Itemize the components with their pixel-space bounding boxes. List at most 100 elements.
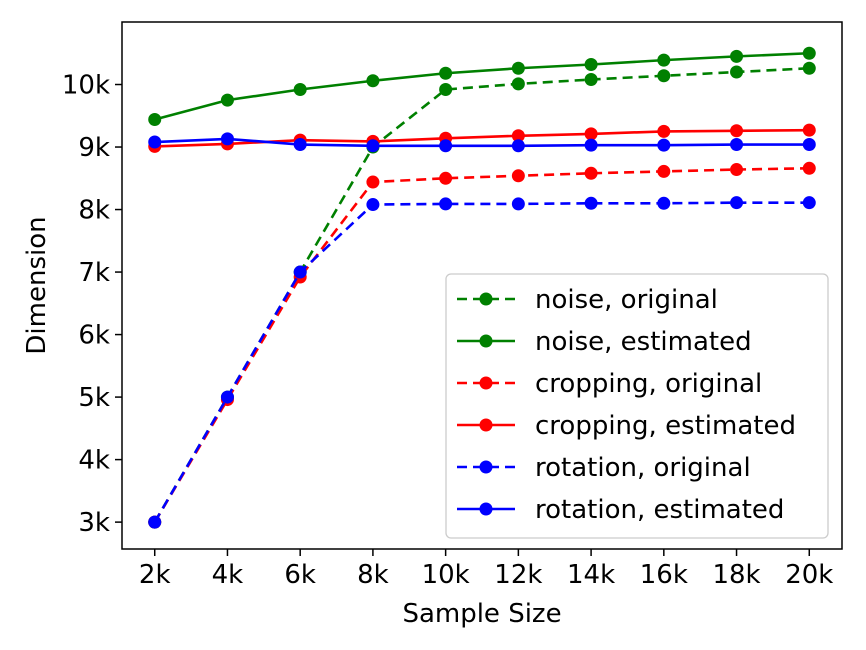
legend-marker (479, 292, 493, 306)
data-point (366, 139, 380, 153)
data-point (584, 138, 598, 152)
data-point (511, 61, 525, 75)
legend-item: rotation, original (457, 453, 751, 483)
data-point (220, 132, 234, 146)
x-tick-label: 4k (212, 560, 244, 590)
data-point (730, 124, 744, 138)
data-point (802, 138, 816, 152)
legend-item: noise, estimated (457, 327, 752, 357)
legend-item: cropping, original (457, 369, 762, 399)
x-tick-label: 16k (640, 560, 688, 590)
data-point (657, 69, 671, 83)
data-point (439, 171, 453, 185)
axes-frame (121, 21, 843, 550)
data-point (439, 139, 453, 153)
legend-item: cropping, estimated (457, 411, 796, 441)
data-point (293, 83, 307, 97)
x-tick-label: 8k (357, 560, 389, 590)
data-point (802, 161, 816, 175)
series-rotation-original (148, 196, 816, 529)
legend-item: noise, original (457, 285, 718, 315)
x-tick-label: 18k (712, 560, 760, 590)
data-point (366, 198, 380, 212)
data-point (730, 49, 744, 63)
data-point (730, 196, 744, 210)
y-tick-label: 4k (78, 446, 110, 476)
data-point (511, 129, 525, 143)
data-point (439, 197, 453, 211)
data-point (148, 135, 162, 149)
y-tick-label: 9k (78, 133, 110, 163)
legend-marker (479, 460, 493, 474)
legend-label: cropping, original (535, 369, 762, 399)
data-point (366, 175, 380, 189)
data-point (366, 74, 380, 88)
data-point (730, 163, 744, 177)
data-point (657, 124, 671, 138)
data-point (511, 197, 525, 211)
x-tick-label: 14k (567, 560, 615, 590)
data-point (584, 196, 598, 210)
series-noise-estimated (148, 46, 816, 127)
data-point (730, 138, 744, 152)
y-tick-label: 10k (62, 71, 110, 101)
legend-marker (479, 334, 493, 348)
x-tick-label: 10k (422, 560, 470, 590)
legend-label: rotation, original (535, 453, 751, 483)
series-line (154, 51, 810, 121)
y-tick-label: 3k (78, 508, 110, 538)
series-line (153, 201, 810, 523)
data-point (802, 61, 816, 75)
data-point (657, 138, 671, 152)
data-point (511, 77, 525, 91)
legend-label: cropping, estimated (535, 411, 796, 441)
x-tick-label: 12k (494, 560, 542, 590)
data-point (802, 123, 816, 137)
x-axis-label: Sample Size (402, 599, 561, 629)
legend-marker (479, 376, 493, 390)
y-axis-label: Dimension (22, 216, 52, 354)
y-tick-label: 7k (78, 258, 110, 288)
data-point (511, 169, 525, 183)
legend-marker (479, 502, 493, 516)
x-axis: 2k 4k 6k 8k 10k 12k 14k 16k 18k 20k (139, 549, 833, 590)
x-tick-label: 2k (139, 560, 171, 590)
data-point (584, 58, 598, 72)
legend-label: rotation, estimated (535, 495, 784, 525)
x-tick-label: 20k (785, 560, 833, 590)
series-cropping-estimated (148, 123, 816, 153)
series-line (153, 166, 810, 523)
data-point (657, 196, 671, 210)
data-point (220, 93, 234, 107)
data-point (293, 265, 307, 279)
data-point (802, 196, 816, 210)
data-point (584, 73, 598, 87)
x-tick-label: 6k (284, 560, 316, 590)
data-point (584, 166, 598, 180)
data-point (220, 390, 234, 404)
y-tick-label: 8k (78, 196, 110, 226)
y-tick-label: 5k (78, 383, 110, 413)
data-point (148, 515, 162, 529)
series-rotation-estimated (148, 132, 816, 153)
data-point (439, 66, 453, 80)
data-point (148, 113, 162, 127)
y-axis: 3k 4k 5k 6k 7k 8k 9k 10k (62, 71, 122, 538)
legend-label: noise, estimated (535, 327, 752, 357)
data-point (657, 53, 671, 67)
data-point (802, 46, 816, 60)
data-point (657, 164, 671, 178)
legend-label: noise, original (535, 285, 718, 315)
data-point (293, 138, 307, 152)
legend: noise, original noise, estimated cropping,… (445, 273, 829, 539)
y-tick-label: 6k (78, 321, 110, 351)
plot-lines (148, 46, 816, 529)
data-point (730, 65, 744, 79)
series-line (154, 137, 810, 148)
legend-box (445, 273, 829, 539)
data-point (511, 139, 525, 153)
legend-marker (479, 418, 493, 432)
legend-item: rotation, estimated (457, 495, 784, 525)
data-point (439, 83, 453, 97)
